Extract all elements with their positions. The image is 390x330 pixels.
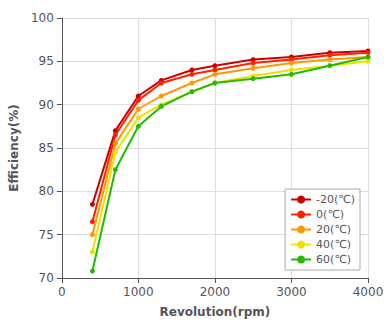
svg-text:90: 90 bbox=[39, 98, 54, 112]
svg-text:20(℃): 20(℃) bbox=[316, 223, 351, 236]
svg-text:60(℃): 60(℃) bbox=[316, 253, 351, 266]
svg-text:4000: 4000 bbox=[353, 285, 384, 299]
svg-text:0: 0 bbox=[58, 285, 66, 299]
svg-text:70: 70 bbox=[39, 271, 54, 285]
svg-text:0(℃): 0(℃) bbox=[316, 208, 344, 221]
svg-text:Revolution(rpm): Revolution(rpm) bbox=[160, 305, 271, 319]
svg-text:1000: 1000 bbox=[123, 285, 154, 299]
svg-text:100: 100 bbox=[31, 11, 54, 25]
svg-text:80: 80 bbox=[39, 184, 54, 198]
svg-text:3000: 3000 bbox=[276, 285, 307, 299]
svg-text:-20(℃): -20(℃) bbox=[316, 193, 355, 206]
svg-text:75: 75 bbox=[39, 228, 54, 242]
svg-text:40(℃): 40(℃) bbox=[316, 238, 351, 251]
svg-text:95: 95 bbox=[39, 54, 54, 68]
svg-text:2000: 2000 bbox=[200, 285, 231, 299]
svg-text:85: 85 bbox=[39, 141, 54, 155]
svg-text:Efficiency(%): Efficiency(%) bbox=[7, 104, 21, 191]
